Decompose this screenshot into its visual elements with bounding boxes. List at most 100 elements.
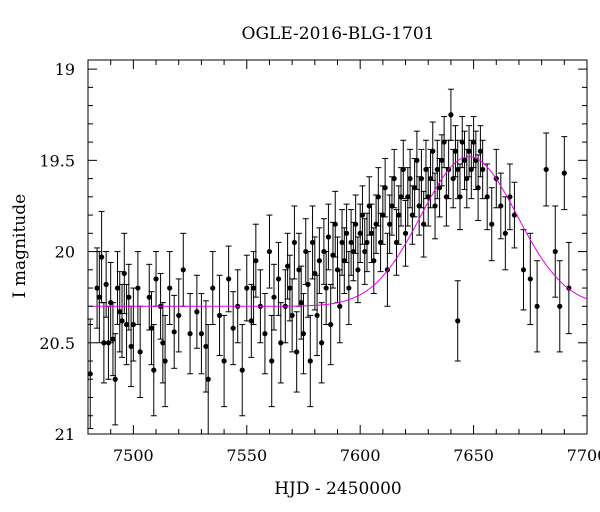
- data-point: [353, 221, 359, 227]
- data-point: [436, 185, 443, 191]
- data-point: [194, 309, 200, 315]
- data-point: [325, 234, 332, 240]
- data-point: [117, 309, 123, 315]
- data-point: [137, 349, 143, 355]
- data-point: [464, 175, 470, 182]
- data-point: [210, 285, 216, 291]
- data-point: [266, 248, 273, 255]
- data-point: [439, 157, 445, 163]
- data-point: [398, 194, 404, 200]
- data-point: [402, 230, 409, 236]
- data-point: [187, 331, 193, 337]
- data-point: [287, 285, 293, 291]
- data-point: [348, 239, 354, 246]
- data-point: [489, 221, 495, 227]
- data-point: [121, 270, 127, 277]
- data-point: [507, 194, 513, 200]
- data-point: [457, 194, 463, 200]
- data-point: [332, 221, 338, 227]
- data-point: [455, 166, 461, 173]
- data-point: [294, 349, 300, 355]
- data-point: [319, 340, 325, 346]
- data-point: [452, 148, 459, 154]
- data-point: [250, 285, 257, 291]
- data-point: [477, 148, 483, 154]
- data-point: [432, 203, 438, 209]
- data-point: [350, 248, 356, 255]
- data-point: [291, 239, 298, 246]
- data-point: [470, 139, 477, 145]
- data-point: [423, 166, 429, 173]
- data-point: [416, 203, 422, 209]
- data-point: [87, 371, 93, 377]
- data-point: [368, 230, 375, 236]
- data-point: [221, 358, 227, 364]
- data-point: [430, 148, 436, 154]
- data-point: [552, 248, 558, 255]
- data-point: [443, 194, 449, 200]
- x-tick-label: 7550: [226, 446, 267, 465]
- data-point: [171, 329, 177, 335]
- data-point: [239, 367, 245, 373]
- data-point: [330, 252, 336, 258]
- x-tick-label: 7600: [340, 446, 381, 465]
- data-point: [484, 194, 490, 200]
- data-point: [119, 318, 125, 324]
- data-point: [337, 303, 343, 309]
- data-point: [357, 230, 363, 236]
- data-point: [298, 300, 304, 306]
- data-point: [498, 203, 504, 209]
- data-point: [375, 194, 381, 200]
- data-point: [466, 148, 472, 154]
- axis-ticks: 7500 7550 7600 7650 7700 19 19.5 20 20.5 21: [39, 60, 600, 465]
- data-point: [534, 303, 540, 309]
- data-point: [557, 303, 563, 309]
- data-point: [359, 212, 366, 218]
- data-point: [316, 258, 322, 264]
- data-point: [99, 254, 105, 260]
- data-point: [409, 212, 415, 218]
- data-point: [450, 175, 456, 182]
- data-point: [400, 166, 406, 173]
- data-point: [216, 312, 223, 319]
- data-point: [543, 166, 549, 173]
- data-point: [418, 175, 425, 182]
- y-tick-label: 20.5: [39, 334, 75, 353]
- data-point: [520, 267, 527, 273]
- x-tick-label: 7650: [453, 446, 494, 465]
- data-point: [198, 331, 205, 337]
- data-point: [148, 325, 155, 331]
- data-point: [461, 157, 468, 163]
- data-point: [312, 270, 318, 277]
- data-point: [128, 343, 134, 350]
- data-point: [561, 170, 567, 176]
- x-axis-label: HJD - 2450000: [274, 479, 402, 499]
- data-point: [160, 340, 166, 346]
- data-point: [362, 248, 368, 255]
- data-point: [377, 239, 384, 246]
- data-point: [253, 258, 259, 264]
- data-point: [346, 285, 352, 291]
- model-curve: [88, 156, 588, 307]
- data-point: [441, 139, 447, 145]
- data-point: [448, 112, 454, 118]
- data-point: [412, 185, 418, 191]
- data-point: [176, 312, 182, 319]
- data-point: [289, 312, 295, 319]
- chart-title: OGLE-2016-BLG-1701: [242, 24, 435, 44]
- data-point: [275, 276, 282, 282]
- data-point: [468, 166, 474, 173]
- data-point: [387, 221, 393, 227]
- data-point: [126, 294, 132, 300]
- data-point: [382, 185, 388, 191]
- data-point: [459, 139, 465, 145]
- data-point: [455, 318, 461, 324]
- data-point: [309, 239, 316, 246]
- data-point: [110, 336, 116, 342]
- data-point: [135, 285, 141, 291]
- y-tick-label: 20: [55, 243, 75, 262]
- data-point: [480, 166, 486, 173]
- data-points: [87, 88, 572, 435]
- data-point: [371, 258, 377, 264]
